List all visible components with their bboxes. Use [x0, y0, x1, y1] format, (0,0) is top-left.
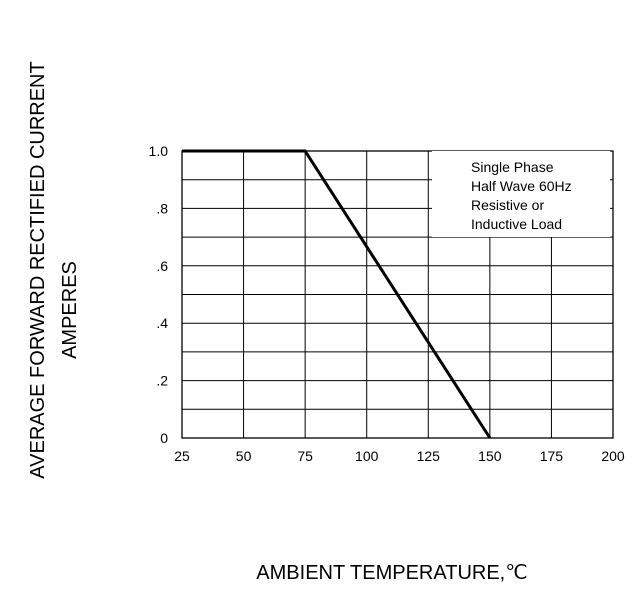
y-tick-label: 0: [160, 430, 168, 446]
annotation-line-2: Half Wave 60Hz: [471, 178, 572, 194]
x-tick-label: 75: [297, 448, 313, 464]
y-tick-label: 1.0: [149, 143, 169, 159]
y-tick-labels: 0 .2 .4 .6 .8 1.0: [149, 143, 169, 446]
x-tick-label: 100: [355, 448, 379, 464]
plot-frame: [181, 150, 614, 439]
y-tick-label: .6: [156, 258, 168, 274]
y-axis-title: AVERAGE FORWARD RECTIFIED CURRENT: [27, 61, 49, 478]
annotation-line-3: Resistive or: [471, 197, 544, 213]
x-tick-label: 25: [174, 448, 190, 464]
annotation-background: [432, 151, 610, 237]
annotation-line-1: Single Phase: [471, 159, 554, 175]
annotation-line-4: Inductive Load: [471, 216, 562, 232]
annotation-box: Single Phase Half Wave 60Hz Resistive or…: [432, 151, 610, 237]
plot-border: [181, 150, 614, 439]
x-axis-title: AMBIENT TEMPERATURE,℃: [256, 562, 527, 584]
x-tick-label: 200: [601, 448, 625, 464]
x-tick-label: 150: [478, 448, 502, 464]
series-line: [182, 149, 492, 439]
y-tick-label: .4: [156, 315, 168, 331]
x-tick-label: 50: [236, 448, 252, 464]
derating-curve: [182, 149, 492, 439]
x-tick-label: 125: [417, 448, 441, 464]
y-tick-label: .8: [156, 200, 168, 216]
y-tick-label: .2: [156, 373, 168, 389]
y-axis-unit: AMPERES: [59, 261, 81, 359]
x-tick-labels: 25 50 75 100 125 150 175 200: [174, 448, 625, 464]
x-tick-label: 175: [540, 448, 564, 464]
